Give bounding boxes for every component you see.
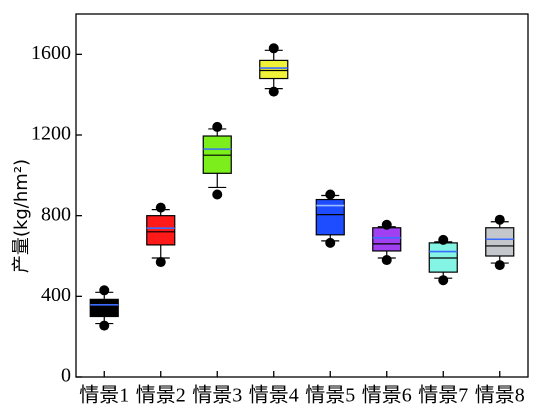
x-tick-label: 情景4 (249, 384, 299, 407)
outlier-point (325, 189, 336, 200)
x-tick-label: 情景6 (362, 384, 412, 407)
outlier-point (268, 86, 279, 97)
y-tick-label: 800 (41, 203, 71, 225)
outlier-point (494, 214, 505, 225)
y-tick-label: 400 (41, 284, 71, 306)
outlier-point (325, 237, 336, 248)
x-tick-label: 情景2 (136, 384, 186, 407)
outlier-point (438, 275, 449, 286)
y-axis-title: 产量(kg/hm²) (11, 159, 32, 273)
plot-frame (75, 13, 529, 378)
outlier-point (99, 285, 110, 296)
x-tick-label: 情景8 (475, 384, 525, 407)
x-tick-label: 情景3 (192, 384, 242, 407)
x-tick-label: 情景1 (79, 384, 129, 407)
box (259, 59, 289, 80)
y-tick-label: 0 (61, 365, 71, 387)
outlier-point (155, 202, 166, 213)
outlier-point (381, 219, 392, 230)
outlier-point (212, 121, 223, 132)
outlier-point (155, 257, 166, 268)
box (485, 227, 515, 257)
outlier-point (268, 43, 279, 54)
box (372, 227, 402, 252)
outlier-point (381, 255, 392, 266)
outlier-point (99, 320, 110, 331)
outlier-point (212, 189, 223, 200)
outlier-point (494, 260, 505, 271)
x-tick-label: 情景7 (418, 384, 468, 407)
plot-area: 0 400 800 1200 1600 情景1 情景2 情景3 情景4 情景5 情景6 情景7 情景8 (31, 13, 529, 407)
box (146, 215, 176, 246)
y-tick-label: 1600 (31, 42, 71, 64)
y-tick-label: 1200 (31, 123, 71, 145)
x-tick-label: 情景5 (305, 384, 355, 407)
outlier-point (438, 234, 449, 245)
